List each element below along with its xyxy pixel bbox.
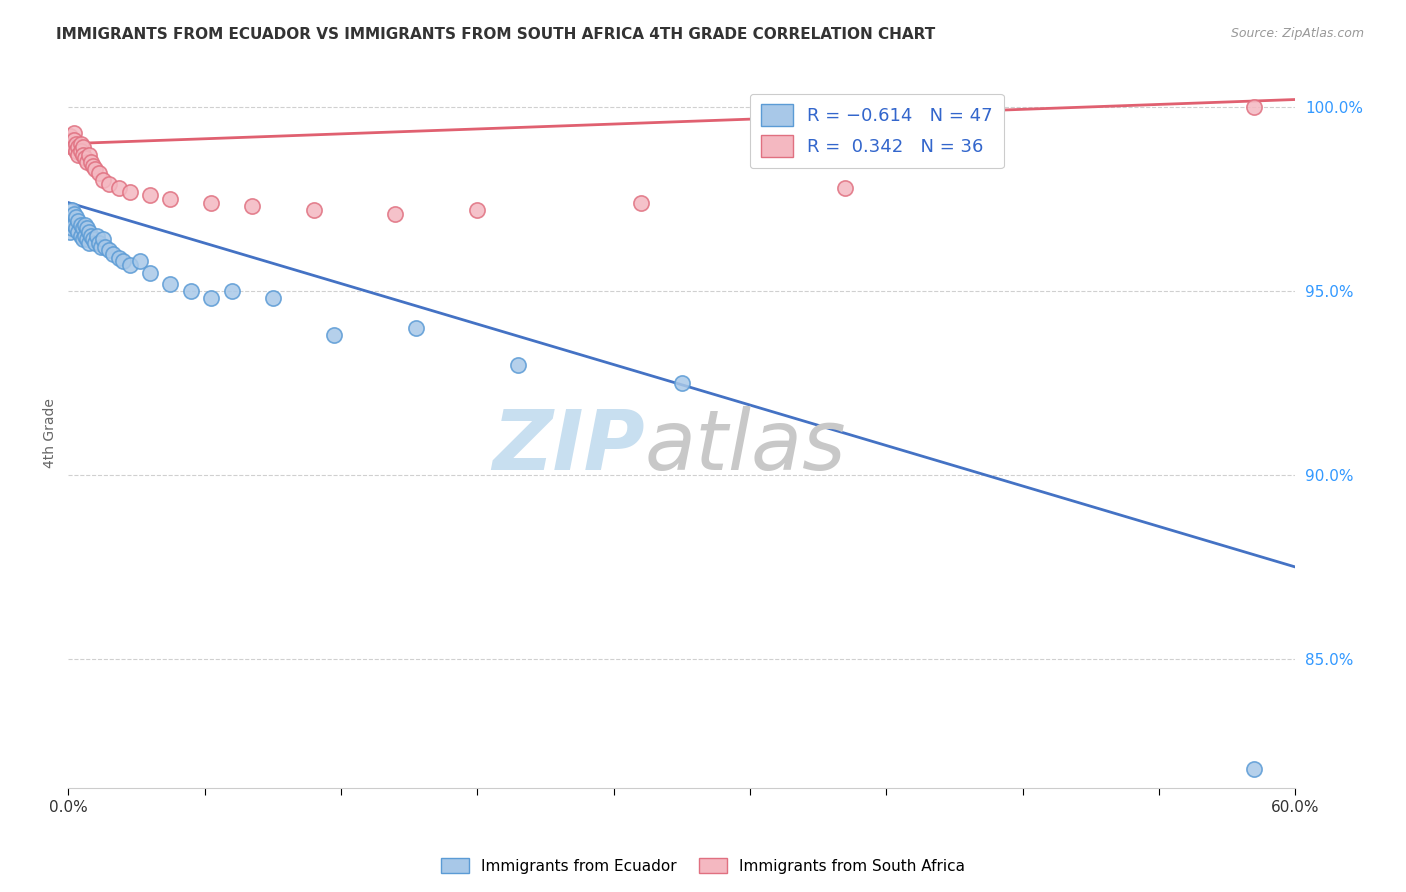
Point bbox=[60, 221, 83, 235]
Point bbox=[834, 181, 856, 195]
Point bbox=[69, 218, 91, 232]
Text: ZIP: ZIP bbox=[492, 406, 645, 487]
Point bbox=[630, 195, 652, 210]
Point bbox=[73, 152, 96, 166]
Point bbox=[118, 185, 141, 199]
Point bbox=[82, 232, 104, 246]
Point bbox=[59, 136, 82, 151]
Point bbox=[63, 218, 86, 232]
Text: atlas: atlas bbox=[645, 406, 846, 487]
Point bbox=[76, 221, 98, 235]
Point bbox=[87, 166, 110, 180]
Point bbox=[77, 147, 100, 161]
Point bbox=[240, 199, 263, 213]
Point bbox=[72, 140, 94, 154]
Point bbox=[128, 254, 150, 268]
Point bbox=[72, 232, 94, 246]
Text: Source: ZipAtlas.com: Source: ZipAtlas.com bbox=[1230, 27, 1364, 40]
Point bbox=[200, 291, 222, 305]
Point bbox=[59, 211, 82, 225]
Point bbox=[465, 202, 488, 217]
Point bbox=[63, 126, 86, 140]
Point bbox=[323, 328, 346, 343]
Point bbox=[139, 188, 162, 202]
Point bbox=[65, 136, 87, 151]
Point bbox=[98, 244, 121, 258]
Point bbox=[112, 254, 135, 268]
Point bbox=[302, 202, 325, 217]
Point bbox=[159, 192, 181, 206]
Point bbox=[63, 133, 86, 147]
Text: IMMIGRANTS FROM ECUADOR VS IMMIGRANTS FROM SOUTH AFRICA 4TH GRADE CORRELATION CH: IMMIGRANTS FROM ECUADOR VS IMMIGRANTS FR… bbox=[56, 27, 935, 42]
Point bbox=[59, 225, 82, 239]
Point bbox=[118, 258, 141, 272]
Point bbox=[506, 358, 529, 372]
Point bbox=[73, 218, 96, 232]
Point bbox=[67, 214, 90, 228]
Point bbox=[77, 225, 100, 239]
Point bbox=[108, 251, 131, 265]
Point bbox=[63, 140, 86, 154]
Point bbox=[82, 159, 104, 173]
Point bbox=[87, 235, 110, 250]
Point bbox=[83, 235, 105, 250]
Point bbox=[159, 277, 181, 291]
Point bbox=[103, 247, 125, 261]
Point bbox=[60, 140, 83, 154]
Legend: Immigrants from Ecuador, Immigrants from South Africa: Immigrants from Ecuador, Immigrants from… bbox=[434, 852, 972, 880]
Point bbox=[98, 177, 121, 191]
Point bbox=[91, 173, 114, 187]
Point bbox=[94, 240, 117, 254]
Point bbox=[1243, 763, 1265, 777]
Point bbox=[200, 195, 222, 210]
Point bbox=[69, 228, 91, 243]
Point bbox=[67, 147, 90, 161]
Point bbox=[63, 206, 86, 220]
Legend: R = −0.614   N = 47, R =  0.342   N = 36: R = −0.614 N = 47, R = 0.342 N = 36 bbox=[749, 94, 1004, 169]
Point bbox=[139, 265, 162, 279]
Point bbox=[73, 228, 96, 243]
Point bbox=[80, 155, 103, 169]
Point bbox=[67, 140, 90, 154]
Point bbox=[76, 155, 98, 169]
Point bbox=[72, 221, 94, 235]
Point bbox=[262, 291, 284, 305]
Point bbox=[80, 228, 103, 243]
Point bbox=[83, 162, 105, 177]
Point bbox=[60, 202, 83, 217]
Point bbox=[69, 136, 91, 151]
Point bbox=[59, 218, 82, 232]
Point bbox=[90, 240, 112, 254]
Point bbox=[180, 284, 202, 298]
Point bbox=[108, 181, 131, 195]
Point bbox=[65, 144, 87, 158]
Point bbox=[405, 320, 427, 334]
Point bbox=[91, 232, 114, 246]
Point bbox=[60, 133, 83, 147]
Point bbox=[60, 214, 83, 228]
Point bbox=[671, 376, 693, 390]
Point bbox=[59, 129, 82, 144]
Point bbox=[1243, 100, 1265, 114]
Point bbox=[384, 206, 406, 220]
Point bbox=[69, 144, 91, 158]
Point bbox=[67, 225, 90, 239]
Point bbox=[221, 284, 243, 298]
Point bbox=[77, 235, 100, 250]
Y-axis label: 4th Grade: 4th Grade bbox=[44, 398, 58, 467]
Point bbox=[65, 221, 87, 235]
Point bbox=[76, 232, 98, 246]
Point bbox=[65, 211, 87, 225]
Point bbox=[72, 147, 94, 161]
Point bbox=[86, 228, 108, 243]
